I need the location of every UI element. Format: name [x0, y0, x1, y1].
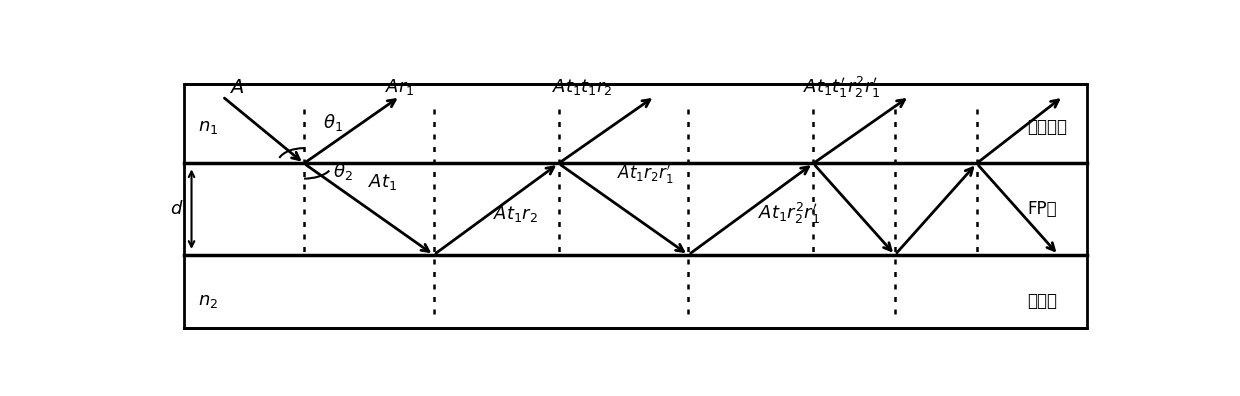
Text: $At_1$: $At_1$	[368, 172, 397, 192]
Text: $n_2$: $n_2$	[197, 291, 218, 310]
Text: $d$: $d$	[170, 200, 184, 218]
Text: $Ar_1$: $Ar_1$	[386, 77, 415, 97]
Text: $At_1t_1'r_2^2r_1'$: $At_1t_1'r_2^2r_1'$	[804, 74, 880, 100]
Text: FP腔: FP腔	[1028, 200, 1058, 218]
Text: $At_1r_2^2r_1'$: $At_1r_2^2r_1'$	[759, 201, 820, 226]
Text: $At_1t_1r_2$: $At_1t_1r_2$	[552, 77, 613, 97]
Text: $\theta_2$: $\theta_2$	[332, 160, 352, 181]
Text: $\theta_1$: $\theta_1$	[322, 112, 342, 133]
Text: 质量块: 质量块	[1028, 291, 1058, 310]
Text: 单模光纤: 单模光纤	[1028, 118, 1068, 136]
Text: $At_1 r_2$: $At_1 r_2$	[492, 204, 538, 224]
Text: $n_1$: $n_1$	[197, 118, 218, 136]
Text: $A$: $A$	[229, 78, 244, 97]
Text: $At_1r_2r_1'$: $At_1r_2r_1'$	[616, 162, 673, 186]
